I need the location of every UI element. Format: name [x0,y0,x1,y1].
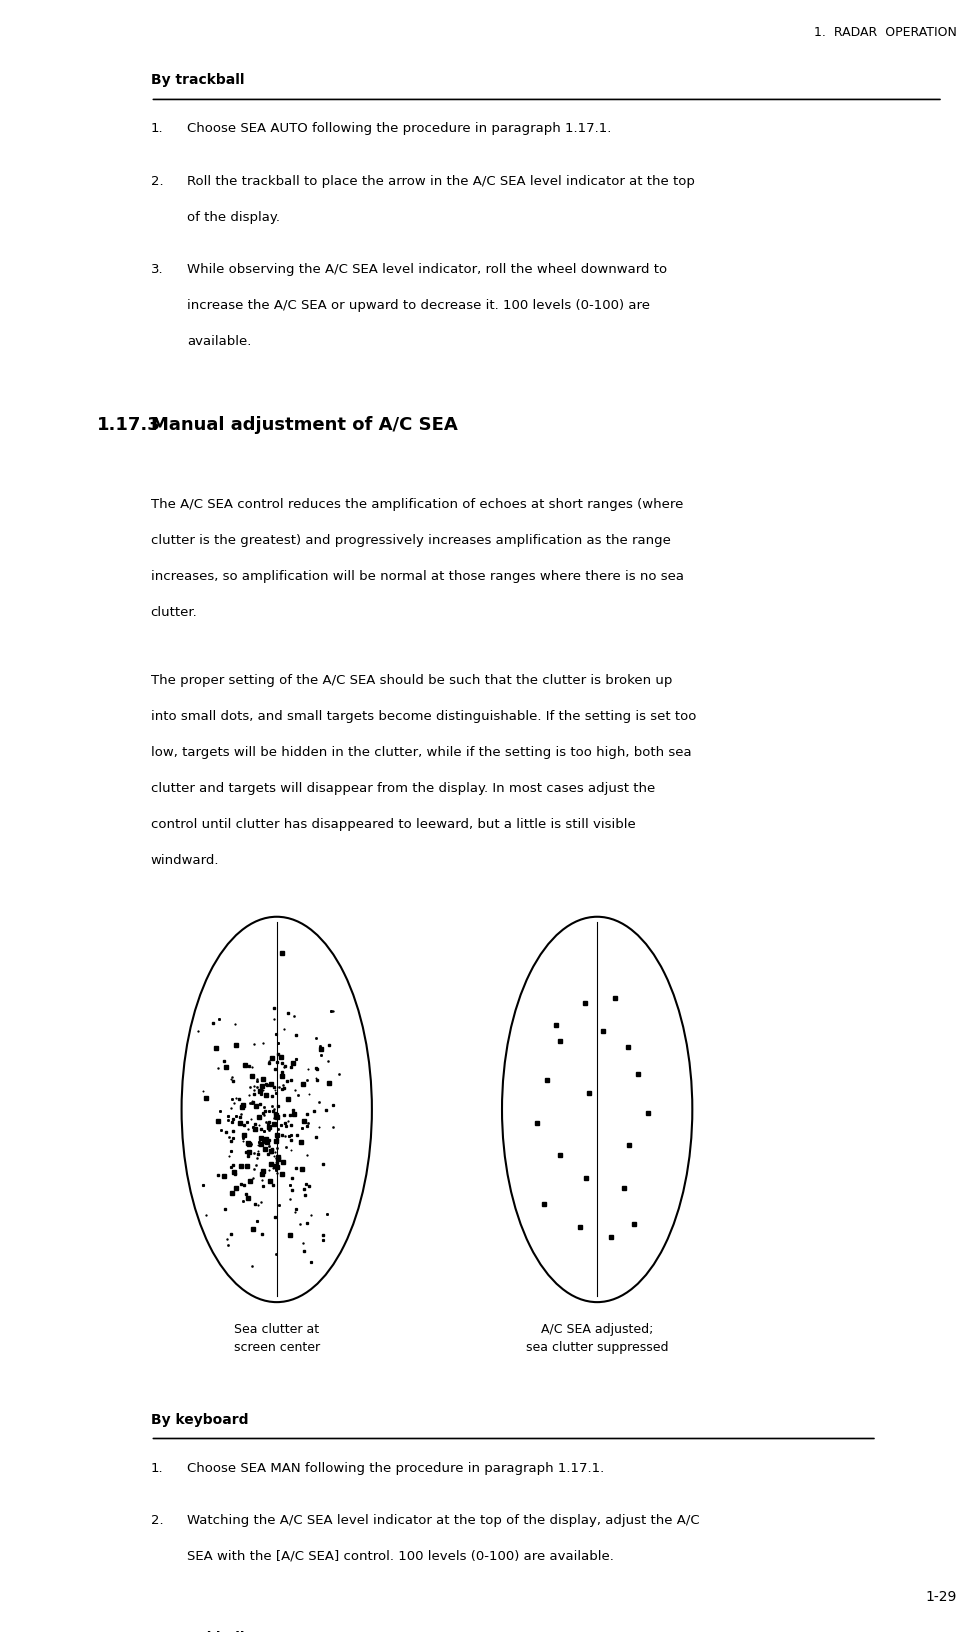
Text: 1.  RADAR  OPERATION: 1. RADAR OPERATION [814,26,956,39]
Text: of the display.: of the display. [187,211,281,224]
Text: Sea clutter at
screen center: Sea clutter at screen center [234,1322,319,1353]
Text: into small dots, and small targets become distinguishable. If the setting is set: into small dots, and small targets becom… [151,710,696,723]
Text: While observing the A/C SEA level indicator, roll the wheel downward to: While observing the A/C SEA level indica… [187,263,667,276]
Text: windward.: windward. [151,854,219,867]
Text: 1.: 1. [151,122,163,135]
Text: Manual adjustment of A/C SEA: Manual adjustment of A/C SEA [151,416,457,434]
Text: The A/C SEA control reduces the amplification of echoes at short ranges (where: The A/C SEA control reduces the amplific… [151,498,683,511]
Text: increase the A/C SEA or upward to decrease it. 100 levels (0-100) are: increase the A/C SEA or upward to decrea… [187,299,651,312]
Text: 2.: 2. [151,1513,163,1526]
Text: 1.17.3: 1.17.3 [97,416,161,434]
Text: 1-29: 1-29 [925,1588,956,1603]
Text: 2.: 2. [151,175,163,188]
Text: clutter is the greatest) and progressively increases amplification as the range: clutter is the greatest) and progressive… [151,534,670,547]
Text: Choose SEA AUTO following the procedure in paragraph 1.17.1.: Choose SEA AUTO following the procedure … [187,122,612,135]
Text: control until clutter has disappeared to leeward, but a little is still visible: control until clutter has disappeared to… [151,818,635,831]
Text: clutter and targets will disappear from the display. In most cases adjust the: clutter and targets will disappear from … [151,782,654,795]
Text: By keyboard: By keyboard [151,1412,248,1426]
Text: SEA with the [A/C SEA] control. 100 levels (0-100) are available.: SEA with the [A/C SEA] control. 100 leve… [187,1549,615,1562]
Text: 1.: 1. [151,1461,163,1474]
Text: A/C SEA adjusted;
sea clutter suppressed: A/C SEA adjusted; sea clutter suppressed [526,1322,668,1353]
Text: available.: available. [187,335,251,348]
Text: clutter.: clutter. [151,605,197,619]
Text: By trackball: By trackball [151,73,244,88]
Text: 3.: 3. [151,263,163,276]
Text: increases, so amplification will be normal at those ranges where there is no sea: increases, so amplification will be norm… [151,570,684,583]
Text: low, targets will be hidden in the clutter, while if the setting is too high, bo: low, targets will be hidden in the clutt… [151,746,691,759]
Text: The proper setting of the A/C SEA should be such that the clutter is broken up: The proper setting of the A/C SEA should… [151,674,672,687]
Text: Roll the trackball to place the arrow in the A/C SEA level indicator at the top: Roll the trackball to place the arrow in… [187,175,695,188]
Text: Choose SEA MAN following the procedure in paragraph 1.17.1.: Choose SEA MAN following the procedure i… [187,1461,605,1474]
Text: Watching the A/C SEA level indicator at the top of the display, adjust the A/C: Watching the A/C SEA level indicator at … [187,1513,700,1526]
